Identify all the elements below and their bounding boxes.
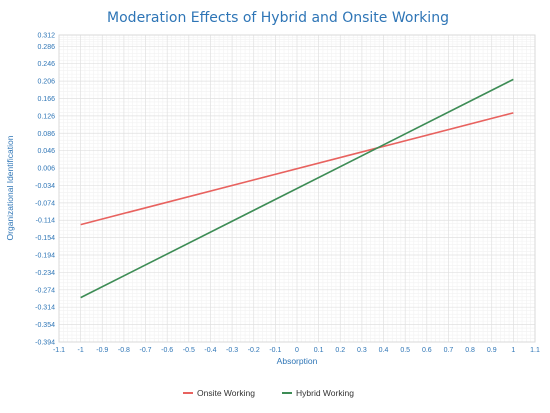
x-tick-label: 0.3	[357, 347, 367, 354]
x-tick-label: 1	[511, 347, 515, 354]
x-tick-label: 0.5	[400, 347, 410, 354]
y-tick-label: -0.234	[35, 270, 55, 277]
x-tick-label: -0.7	[140, 347, 152, 354]
x-tick-label: 0	[295, 347, 299, 354]
y-tick-label: -0.394	[35, 340, 55, 347]
y-tick-label: -0.314	[35, 305, 55, 312]
major-gridlines	[58, 34, 536, 343]
y-tick-label: 0.006	[37, 166, 55, 173]
x-tick-label: 0.4	[379, 347, 389, 354]
x-tick-label: 1.1	[530, 347, 540, 354]
y-tick-label: -0.154	[35, 235, 55, 242]
x-tick-label: -0.1	[269, 347, 281, 354]
y-tick-label: 0.286	[37, 44, 55, 51]
x-axis-ticks: -1.1 -1 -0.9 -0.8 -0.7 -0.6 -0.5 -0.4 -0.3 -0.2 -0…	[53, 347, 540, 354]
x-tick-label: 0.8	[465, 347, 475, 354]
y-tick-label: -0.074	[35, 200, 55, 207]
plot-area-border	[58, 34, 536, 343]
x-tick-label: -0.2	[248, 347, 260, 354]
y-tick-label: 0.166	[37, 96, 55, 103]
x-tick-label: -0.4	[204, 347, 216, 354]
series-line-onsite-working	[80, 112, 514, 226]
x-tick-label: -1.1	[53, 347, 65, 354]
y-tick-label: -0.274	[35, 287, 55, 294]
x-tick-label: 0.6	[422, 347, 432, 354]
y-tick-label: 0.206	[37, 79, 55, 86]
x-tick-label: -0.5	[183, 347, 195, 354]
y-tick-label: -0.354	[35, 322, 55, 329]
x-tick-label: -0.8	[118, 347, 130, 354]
x-tick-label: 0.2	[335, 347, 345, 354]
y-tick-label: 0.126	[37, 113, 55, 120]
y-axis-ticks: 0.312 0.286 0.246 0.206 0.166 0.126 0.086 0.046…	[35, 33, 55, 347]
series-lines	[80, 78, 514, 299]
x-axis-label: Absorption	[277, 356, 318, 366]
legend-label-hybrid-working: Hybrid Working	[296, 388, 354, 398]
x-tick-label: -0.9	[96, 347, 108, 354]
y-tick-label: -0.114	[36, 218, 55, 225]
y-tick-label: 0.086	[37, 131, 55, 138]
legend-label-onsite-working: Onsite Working	[197, 388, 255, 398]
y-axis-label: Organizational Identification	[5, 135, 15, 240]
x-tick-label: 0.7	[444, 347, 454, 354]
x-tick-label: 0.9	[487, 347, 497, 354]
chart-title: Moderation Effects of Hybrid and Onsite …	[107, 10, 449, 26]
y-tick-label: 0.046	[37, 148, 55, 155]
y-tick-label: 0.246	[37, 61, 55, 68]
y-tick-label: -0.194	[35, 253, 55, 260]
series-line-hybrid-working	[80, 78, 514, 299]
legend: Onsite Working Hybrid Working	[183, 388, 354, 398]
y-tick-label: 0.312	[37, 33, 55, 40]
x-tick-label: -0.6	[161, 347, 173, 354]
x-tick-label: 0.1	[314, 347, 324, 354]
x-tick-label: -1	[78, 347, 84, 354]
x-tick-label: -0.3	[226, 347, 238, 354]
y-tick-label: -0.034	[35, 183, 55, 190]
